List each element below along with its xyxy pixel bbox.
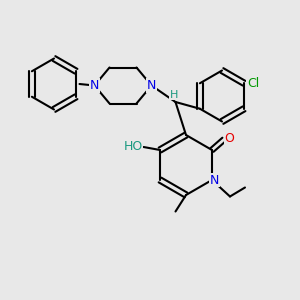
Text: N: N bbox=[210, 173, 219, 187]
Text: Cl: Cl bbox=[247, 77, 259, 90]
Text: O: O bbox=[224, 131, 234, 145]
Text: N: N bbox=[147, 79, 156, 92]
Text: HO: HO bbox=[123, 140, 142, 154]
Text: N: N bbox=[90, 79, 99, 92]
Text: H: H bbox=[170, 89, 178, 100]
